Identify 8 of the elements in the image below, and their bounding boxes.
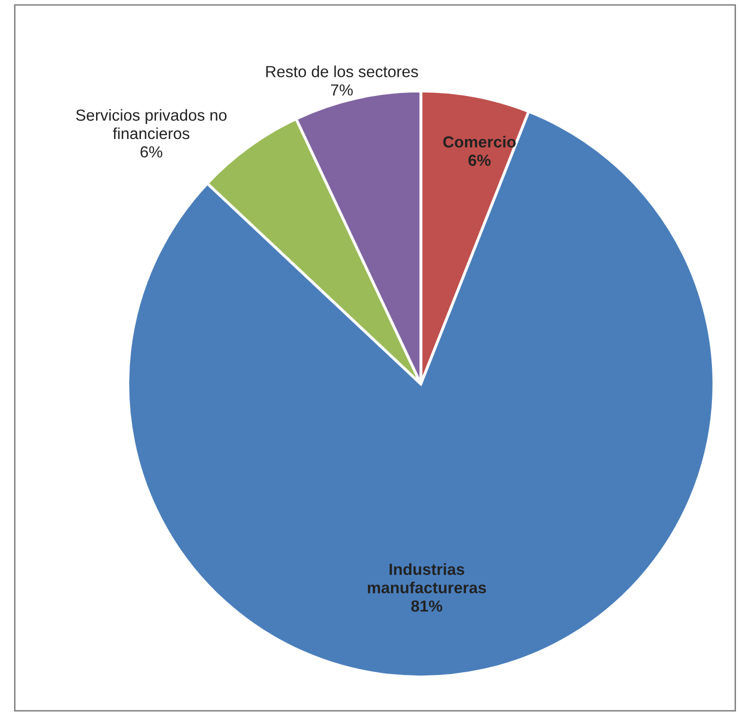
slice-label: Servicios privados no financieros — [76, 109, 227, 140]
slice-label: Resto de los sectores — [266, 66, 418, 78]
slice-label: Comercio — [443, 136, 516, 148]
data-label: 7% — [331, 84, 353, 96]
slice-label: Industrias manufactureras — [368, 563, 486, 594]
data-label: 81% — [411, 600, 442, 612]
data-label: 6% — [468, 154, 491, 166]
data-label: 6% — [140, 146, 162, 158]
